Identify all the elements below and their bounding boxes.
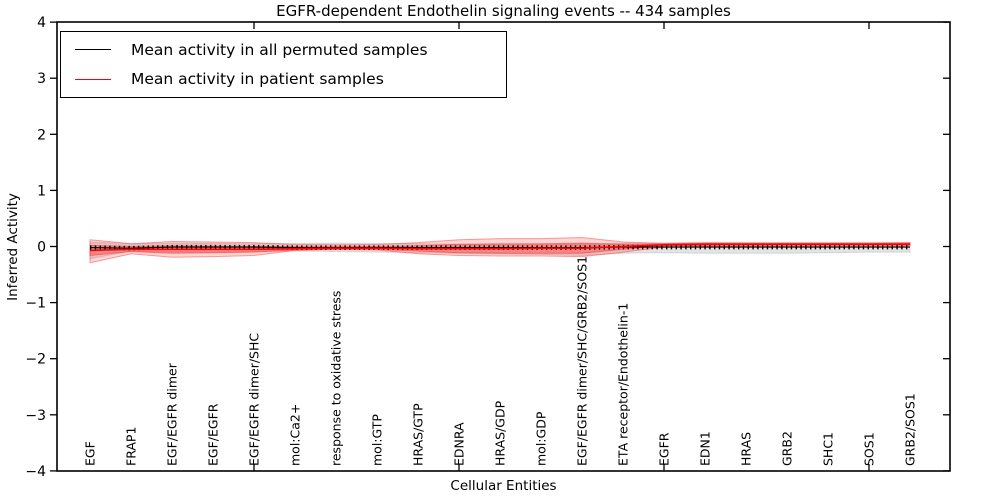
category-label: FRAP1 <box>124 427 139 466</box>
category-label: EGF/EGFR dimer/SHC <box>247 333 262 466</box>
svg-text:4: 4 <box>37 15 46 31</box>
category-label: EGF/EGFR <box>206 403 221 466</box>
svg-text:−3: −3 <box>25 408 46 424</box>
category-label: SOS1 <box>862 432 877 466</box>
legend-label-patient: Mean activity in patient samples <box>131 70 384 89</box>
legend-box: Mean activity in all permuted samples Me… <box>60 31 507 98</box>
svg-text:−1: −1 <box>25 296 46 312</box>
patient-line-swatch <box>75 78 111 80</box>
y-axis-label: Inferred Activity <box>5 193 21 301</box>
svg-text:3: 3 <box>37 71 46 87</box>
category-label: mol:Ca2+ <box>288 404 303 466</box>
category-label: GRB2/SOS1 <box>903 393 918 466</box>
legend-entry-patient: Mean activity in patient samples <box>61 70 506 88</box>
legend-entry-permuted: Mean activity in all permuted samples <box>61 41 506 59</box>
x-axis-ticks <box>253 22 870 471</box>
legend-label-permuted: Mean activity in all permuted samples <box>131 40 428 59</box>
category-label: SHC1 <box>821 432 836 466</box>
category-label: GRB2 <box>780 431 795 466</box>
category-label: EGFR <box>657 432 672 466</box>
svg-text:2: 2 <box>37 127 46 143</box>
category-label: HRAS/GDP <box>493 400 508 466</box>
category-label: HRAS/GTP <box>411 403 426 466</box>
category-label: EGF/EGFR dimer <box>165 362 180 466</box>
category-label: HRAS <box>739 432 754 466</box>
permuted-line-swatch <box>75 49 111 51</box>
category-label: EDN1 <box>698 431 713 466</box>
series-line-patient <box>89 243 910 252</box>
category-label: mol:GTP <box>370 414 385 466</box>
y-axis-ticks <box>50 21 950 472</box>
svg-text:−4: −4 <box>25 464 46 480</box>
category-label: ETA receptor/Endothelin-1 <box>616 303 631 466</box>
series-line-permuted <box>89 244 910 251</box>
svg-text:0: 0 <box>37 240 46 256</box>
category-label: response to oxidative stress <box>329 291 344 466</box>
category-label: EGF/EGFR dimer/SHC/GRB2/SOS1 <box>575 256 590 466</box>
svg-text:1: 1 <box>37 183 46 199</box>
category-label: EDNRA <box>452 422 467 466</box>
chart-title: EGFR-dependent Endothelin signaling even… <box>276 2 731 20</box>
uncertainty-bands <box>89 236 911 264</box>
category-label: EGF <box>83 441 98 466</box>
category-label: mol:GDP <box>534 411 549 466</box>
svg-text:−2: −2 <box>25 352 46 368</box>
category-labels: EGF FRAP1 EGF/EGFR dimer EGF/EGFR EGF/EGFR d… <box>83 256 918 466</box>
y-tick-labels: 4 3 2 1 0 −1 −2 −3 −4 <box>25 15 46 480</box>
x-axis-label: Cellular Entities <box>450 478 557 494</box>
